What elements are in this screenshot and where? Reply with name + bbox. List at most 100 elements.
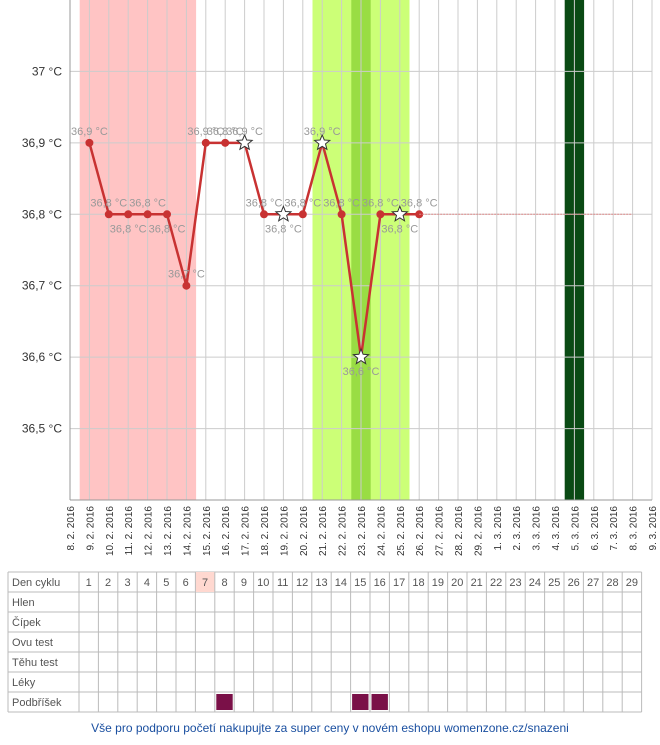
point <box>337 210 346 219</box>
value-label: 36,8 °C <box>129 197 166 209</box>
x-tick-label: 22. 2. 2016 <box>338 506 349 556</box>
x-tick-label: 13. 2. 2016 <box>163 506 174 556</box>
value-label: 36,9 °C <box>304 126 341 138</box>
x-tick-label: 4. 3. 2016 <box>551 506 562 551</box>
x-tick-label: 23. 2. 2016 <box>357 506 368 556</box>
x-tick-label: 8. 3. 2016 <box>629 506 640 551</box>
point <box>85 138 94 147</box>
point <box>104 210 113 219</box>
value-label: 36,8 °C <box>323 197 360 209</box>
day-number: 16 <box>374 577 386 589</box>
phase-band <box>79 0 197 500</box>
day-number: 12 <box>296 577 308 589</box>
x-tick-label: 14. 2. 2016 <box>182 506 193 556</box>
y-tick-label: 36,9 °C <box>22 136 62 150</box>
value-label: 36,8 °C <box>401 197 438 209</box>
day-number: 15 <box>354 577 366 589</box>
value-label: 36,9 °C <box>71 126 108 138</box>
day-number: 23 <box>509 577 521 589</box>
symptom-mark <box>352 694 369 710</box>
x-tick-label: 8. 2. 2016 <box>66 506 77 551</box>
point <box>182 281 191 290</box>
value-label: 36,6 °C <box>343 366 380 378</box>
day-number: 29 <box>626 577 638 589</box>
day-number: 4 <box>144 577 150 589</box>
point <box>298 210 307 219</box>
day-number: 8 <box>221 577 227 589</box>
day-number: 19 <box>432 577 444 589</box>
x-tick-label: 19. 2. 2016 <box>279 506 290 556</box>
value-label: 36,9 °C <box>187 126 224 138</box>
x-tick-label: 16. 2. 2016 <box>221 506 232 556</box>
x-tick-label: 9. 3. 2016 <box>648 506 659 551</box>
day-number: 5 <box>163 577 169 589</box>
star-point <box>390 204 409 222</box>
symptom-mark <box>371 694 388 710</box>
y-tick-label: 36,8 °C <box>22 207 62 221</box>
day-number: 25 <box>548 577 560 589</box>
x-tick-label: 5. 3. 2016 <box>570 506 581 551</box>
x-tick-label: 12. 2. 2016 <box>144 506 155 556</box>
day-number: 10 <box>257 577 269 589</box>
x-tick-label: 10. 2. 2016 <box>105 506 116 556</box>
day-number: 9 <box>241 577 247 589</box>
x-tick-label: 3. 3. 2016 <box>532 506 543 551</box>
x-tick-label: 28. 2. 2016 <box>454 506 465 556</box>
value-label: 36,8 °C <box>284 197 321 209</box>
value-label: 36,8 °C <box>149 223 186 235</box>
row-label: Ovu test <box>12 637 53 649</box>
x-tick-label: 1. 3. 2016 <box>493 506 504 551</box>
value-label: 36,8 °C <box>246 197 283 209</box>
day-number: 6 <box>183 577 189 589</box>
point <box>124 210 133 219</box>
value-label: 36,8 °C <box>362 197 399 209</box>
y-tick-label: 36,6 °C <box>22 350 62 364</box>
x-tick-label: 11. 2. 2016 <box>124 506 135 556</box>
point <box>143 210 152 219</box>
x-tick-label: 20. 2. 2016 <box>299 506 310 556</box>
day-number: 14 <box>335 577 347 589</box>
star-point <box>313 133 332 151</box>
value-label: 36,9 °C <box>226 126 263 138</box>
day-number: 27 <box>587 577 599 589</box>
row-label: Podbříšek <box>12 697 62 709</box>
day-number: 22 <box>490 577 502 589</box>
x-tick-label: 2. 3. 2016 <box>512 506 523 551</box>
x-tick-label: 9. 2. 2016 <box>85 506 96 551</box>
x-tick-label: 18. 2. 2016 <box>260 506 271 556</box>
row-label: Den cyklu <box>12 577 60 589</box>
point <box>163 210 171 219</box>
day-number: 13 <box>315 577 327 589</box>
today-cell <box>195 572 215 592</box>
footer-link[interactable]: Vše pro podporu početí nakupujte za supe… <box>91 721 569 735</box>
value-label: 36,8 °C <box>207 126 244 138</box>
value-label: 36,8 °C <box>265 223 302 235</box>
y-tick-label: 36,5 °C <box>22 422 62 436</box>
day-number: 7 <box>202 577 208 589</box>
x-tick-label: 7. 3. 2016 <box>609 506 620 551</box>
value-label: 36,8 °C <box>110 223 147 235</box>
x-tick-label: 21. 2. 2016 <box>318 506 329 556</box>
x-tick-label: 29. 2. 2016 <box>473 506 484 556</box>
day-number: 20 <box>451 577 463 589</box>
row-label: Čípek <box>12 616 41 629</box>
value-label: 36,7 °C <box>168 269 205 281</box>
value-label: 36,8 °C <box>381 223 418 235</box>
day-number: 28 <box>606 577 618 589</box>
day-number: 1 <box>86 577 92 589</box>
x-tick-label: 26. 2. 2016 <box>415 506 426 556</box>
x-tick-label: 15. 2. 2016 <box>202 506 213 556</box>
x-tick-label: 6. 3. 2016 <box>590 506 601 551</box>
day-number: 26 <box>568 577 580 589</box>
day-number: 2 <box>105 577 111 589</box>
day-number: 17 <box>393 577 405 589</box>
day-number: 3 <box>124 577 130 589</box>
symptom-mark <box>216 694 233 710</box>
y-tick-label: 37 °C <box>32 64 62 78</box>
day-number: 21 <box>471 577 483 589</box>
point <box>260 210 268 219</box>
point <box>221 138 230 147</box>
star-point <box>235 133 254 151</box>
row-label: Léky <box>12 677 36 689</box>
